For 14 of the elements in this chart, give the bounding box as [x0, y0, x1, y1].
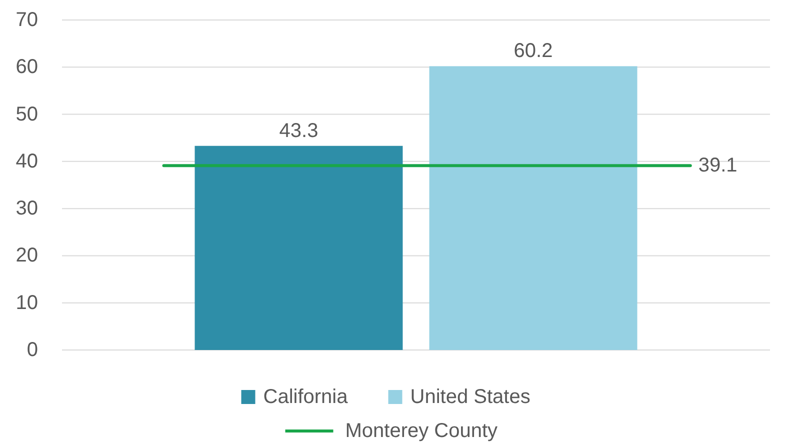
- legend-label: United States: [410, 386, 530, 408]
- y-tick-label: 20: [16, 244, 38, 267]
- y-tick-label: 10: [16, 292, 38, 314]
- legend-label: California: [263, 386, 349, 408]
- y-tick-label: 50: [16, 103, 38, 126]
- y-tick-label: 40: [16, 150, 38, 172]
- y-tick-label: 0: [26, 339, 38, 361]
- data-label: 43.3: [279, 120, 318, 142]
- y-tick-label: 30: [16, 198, 38, 220]
- y-tick-label: 60: [16, 56, 38, 78]
- y-tick-label: 70: [16, 9, 38, 31]
- annotation: 39.1: [698, 154, 738, 177]
- data-label: 60.2: [514, 40, 553, 62]
- legend-label: Monterey County: [345, 420, 498, 442]
